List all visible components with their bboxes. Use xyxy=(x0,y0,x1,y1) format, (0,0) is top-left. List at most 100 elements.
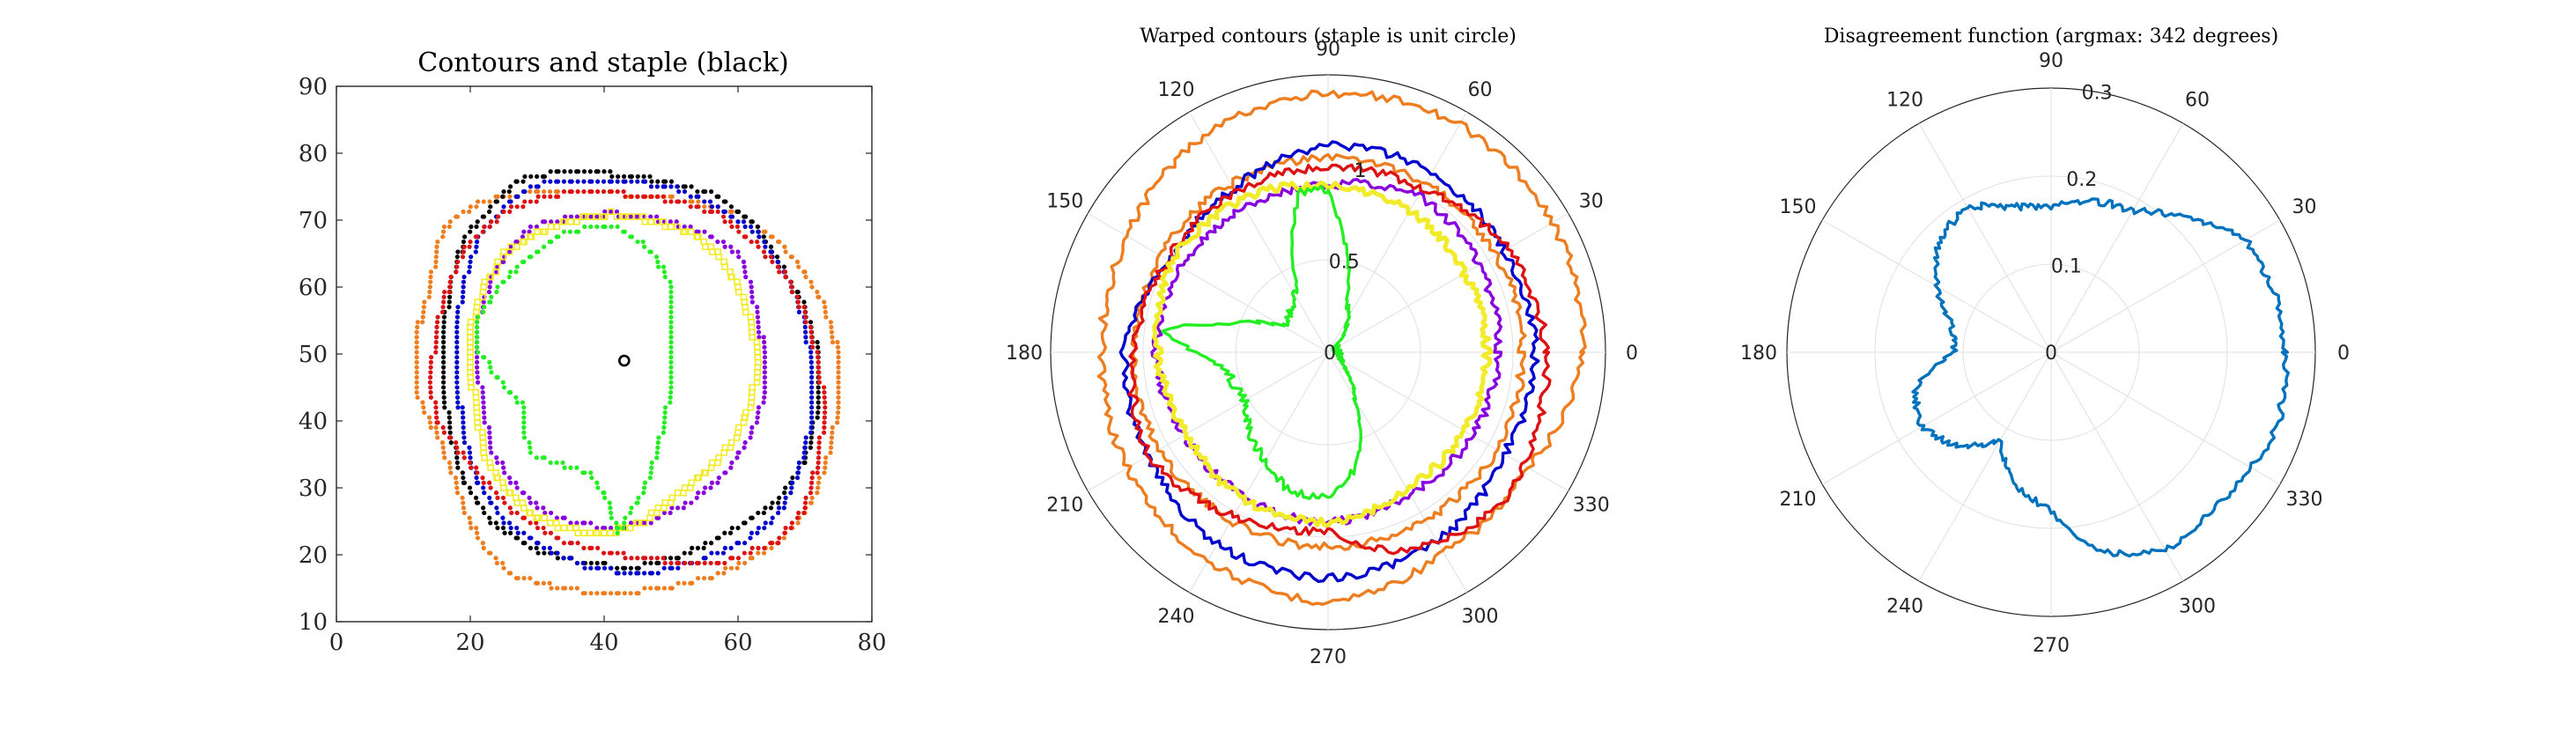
contour-point xyxy=(467,485,473,490)
contour-point xyxy=(467,460,473,466)
contour-point xyxy=(440,445,446,450)
contour-point xyxy=(441,385,447,390)
contour-point xyxy=(461,455,467,461)
contour-point xyxy=(822,420,827,425)
contour-point xyxy=(542,550,547,556)
contour-point xyxy=(433,259,439,264)
contour-point xyxy=(674,223,681,231)
contour-point xyxy=(776,541,781,546)
contour-point xyxy=(830,335,835,340)
contour-point xyxy=(581,188,587,195)
contour-point xyxy=(808,485,814,490)
contour-point xyxy=(468,490,474,496)
contour-point xyxy=(770,234,775,240)
contour-point xyxy=(573,218,580,225)
contour-point xyxy=(661,510,668,516)
contour-point xyxy=(734,455,740,461)
contour-point xyxy=(447,435,453,440)
contour-point xyxy=(715,253,722,261)
contour-point xyxy=(634,591,639,596)
contour-point xyxy=(567,541,572,546)
contour-point xyxy=(441,359,447,365)
contour-point xyxy=(775,259,780,264)
contour-point xyxy=(589,475,594,481)
contour-point xyxy=(668,179,675,184)
contour-point xyxy=(587,169,593,174)
contour-point xyxy=(690,545,695,550)
contour-point xyxy=(629,505,634,511)
contour-point xyxy=(520,541,526,546)
contour-point xyxy=(749,239,754,245)
contour-point xyxy=(694,474,701,482)
contour-point xyxy=(642,560,647,566)
contour-point xyxy=(454,335,460,340)
contour-point xyxy=(688,194,693,199)
y-tick-label: 60 xyxy=(299,275,328,301)
contour-point xyxy=(662,199,668,204)
contour-point xyxy=(762,365,768,370)
contour-point xyxy=(501,209,506,214)
contour-point xyxy=(770,500,775,505)
contour-point xyxy=(788,490,793,496)
contour-point xyxy=(742,445,747,450)
theta-tick-label: 270 xyxy=(1310,646,1347,668)
contour-point xyxy=(433,344,439,350)
contour-point xyxy=(582,565,587,571)
contour-point xyxy=(469,254,474,260)
contour-point xyxy=(441,324,447,330)
contour-point xyxy=(615,550,620,556)
contour-point xyxy=(415,324,420,330)
contour-point xyxy=(715,204,720,210)
contour-point xyxy=(534,228,541,235)
contour-point xyxy=(441,380,447,385)
contour-point xyxy=(528,224,534,230)
contour-point xyxy=(475,530,480,535)
contour-point xyxy=(648,249,653,254)
contour-series xyxy=(475,224,674,535)
contour-point xyxy=(648,560,653,566)
warped-title: Warped contours (staple is unit circle) xyxy=(1140,26,1517,48)
contour-point xyxy=(668,385,674,390)
contour-point xyxy=(815,415,820,420)
contour-point xyxy=(702,209,707,214)
contour-point xyxy=(481,278,488,285)
contour-point xyxy=(743,214,749,219)
contour-point xyxy=(801,510,807,516)
contour-point xyxy=(475,380,481,385)
contours-ticks: 0 20 40 60 80 10 20 30 40 50 60 70 80 90 xyxy=(299,74,887,656)
contour-point xyxy=(534,580,539,586)
contour-point xyxy=(836,400,841,405)
contour-point xyxy=(668,305,674,310)
contour-point xyxy=(783,485,788,490)
contour-point xyxy=(748,535,753,541)
contour-point xyxy=(632,520,640,527)
contour-point xyxy=(829,435,835,440)
theta-tick-label: 300 xyxy=(2179,596,2216,618)
contour-point xyxy=(495,510,500,516)
contour-point xyxy=(548,179,553,184)
contour-point xyxy=(441,355,447,360)
contour-point xyxy=(663,179,668,184)
polar-spoke xyxy=(2050,351,2184,582)
contour-point xyxy=(493,490,499,496)
contour-point xyxy=(434,415,439,420)
contour-point xyxy=(642,571,647,576)
contour-point xyxy=(602,495,608,500)
contour-point xyxy=(641,173,646,180)
contour-point xyxy=(647,173,653,180)
contour-point xyxy=(439,440,446,446)
contour-point xyxy=(781,535,786,541)
contour-point xyxy=(762,350,768,355)
contour-point xyxy=(433,405,439,410)
contour-point xyxy=(602,169,607,174)
contour-point xyxy=(414,340,419,345)
contour-point xyxy=(481,485,486,490)
contour-point xyxy=(761,550,767,556)
contour-point xyxy=(615,224,620,230)
contour-point xyxy=(790,475,795,481)
contour-point xyxy=(709,234,714,240)
contour-point xyxy=(790,480,795,485)
contour-point xyxy=(448,470,454,476)
contour-point xyxy=(560,515,565,520)
contour-point xyxy=(460,294,466,299)
